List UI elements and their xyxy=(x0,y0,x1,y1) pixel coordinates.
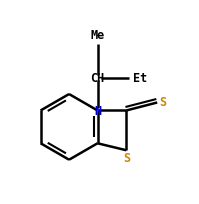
Text: N: N xyxy=(94,104,101,117)
Text: S: S xyxy=(123,152,130,164)
Text: Et: Et xyxy=(133,72,147,85)
Text: Me: Me xyxy=(90,29,105,42)
Text: S: S xyxy=(159,95,166,109)
Text: CH: CH xyxy=(90,72,105,85)
